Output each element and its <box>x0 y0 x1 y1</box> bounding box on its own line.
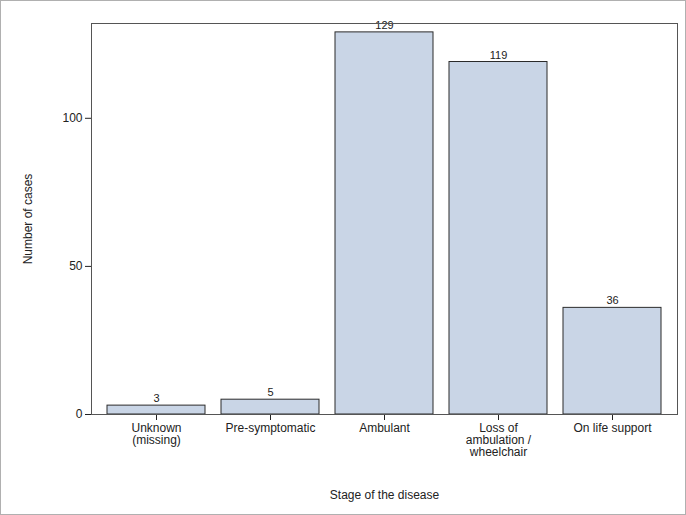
svg-text:Stage of the disease: Stage of the disease <box>330 488 440 502</box>
svg-text:Loss ofambulation /wheelchair: Loss ofambulation /wheelchair <box>466 421 532 459</box>
svg-text:119: 119 <box>490 49 508 61</box>
svg-text:100: 100 <box>62 111 82 125</box>
svg-text:Ambulant: Ambulant <box>359 421 410 435</box>
svg-text:50: 50 <box>69 259 83 273</box>
svg-text:36: 36 <box>606 294 618 306</box>
svg-text:Unknown(missing): Unknown(missing) <box>131 421 181 447</box>
svg-text:5: 5 <box>267 386 273 398</box>
svg-text:3: 3 <box>153 392 159 404</box>
svg-text:129: 129 <box>375 19 393 31</box>
svg-text:Pre-symptomatic: Pre-symptomatic <box>225 421 315 435</box>
svg-text:Number of cases: Number of cases <box>21 174 35 265</box>
svg-text:0: 0 <box>76 407 83 421</box>
svg-text:On life support: On life support <box>573 421 652 435</box>
